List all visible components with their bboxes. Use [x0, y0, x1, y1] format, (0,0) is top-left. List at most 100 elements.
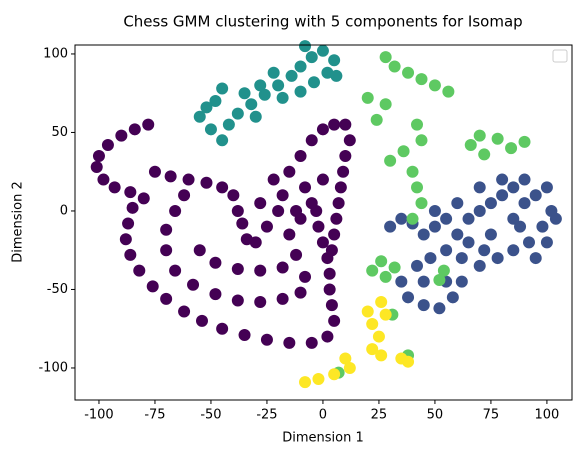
scatter-point: [316, 236, 329, 249]
scatter-point: [119, 233, 132, 246]
scatter-point: [254, 264, 267, 277]
scatter-point: [428, 79, 441, 92]
scatter-point: [240, 233, 253, 246]
scatter-point: [200, 176, 213, 189]
scatter-point: [325, 244, 338, 257]
scatter-point: [299, 40, 312, 53]
scatter-point: [254, 79, 267, 92]
scatter-point: [267, 173, 280, 186]
x-tick-label: 0: [319, 408, 327, 423]
scatter-point: [484, 197, 497, 210]
scatter-point: [375, 349, 388, 362]
scatter-point: [473, 129, 486, 142]
scatter-point: [307, 76, 320, 89]
scatter-point: [395, 275, 408, 288]
scatter-point: [433, 302, 446, 315]
scatter-point: [316, 44, 329, 57]
scatter-point: [294, 150, 307, 163]
scatter-point: [160, 244, 173, 257]
scatter-point: [451, 228, 464, 241]
scatter-point: [397, 145, 410, 158]
scatter-point: [312, 372, 325, 385]
scatter-point: [299, 376, 312, 389]
scatter-point: [522, 236, 535, 249]
scatter-point: [101, 139, 114, 152]
x-tick-label: 50: [427, 408, 444, 423]
scatter-point: [379, 270, 392, 283]
scatter-point: [182, 173, 195, 186]
scatter-point: [384, 154, 397, 167]
scatter-point: [160, 223, 173, 236]
scatter-point: [507, 212, 520, 225]
scatter-point: [276, 292, 289, 305]
scatter-point: [323, 283, 336, 296]
scatter-point: [505, 142, 518, 155]
scatter-point: [231, 107, 244, 120]
x-tick-label: -75: [144, 408, 165, 423]
scatter-point: [276, 261, 289, 274]
scatter-point: [361, 91, 374, 104]
scatter-point: [518, 135, 531, 148]
scatter-point: [209, 256, 222, 269]
scatter-point: [260, 220, 273, 233]
y-tick-label: -100: [38, 360, 68, 375]
scatter-point: [343, 134, 356, 147]
scatter-point: [294, 85, 307, 98]
scatter-point: [491, 252, 504, 265]
scatter-point: [549, 212, 562, 225]
scatter-point: [193, 110, 206, 123]
scatter-point: [440, 212, 453, 225]
scatter-point: [417, 275, 430, 288]
x-tick-label: 75: [483, 408, 500, 423]
scatter-point: [411, 118, 424, 131]
scatter-point: [260, 333, 273, 346]
scatter-point: [334, 181, 347, 194]
scatter-point: [216, 322, 229, 335]
y-tick-label: 50: [51, 125, 68, 140]
scatter-point: [428, 204, 441, 217]
scatter-point: [283, 336, 296, 349]
scatter-point: [323, 267, 336, 280]
scatter-point: [361, 305, 374, 318]
scatter-point: [339, 352, 352, 365]
scatter-point: [473, 259, 486, 272]
scatter-point: [455, 252, 468, 265]
scatter-point: [126, 201, 139, 214]
scatter-point: [227, 189, 240, 202]
scatter-point: [478, 244, 491, 257]
scatter-point: [148, 165, 161, 178]
scatter-point: [115, 129, 128, 142]
x-tick-label: -100: [84, 408, 114, 423]
scatter-point: [402, 355, 415, 368]
scatter-point: [216, 181, 229, 194]
scatter-point: [372, 330, 385, 343]
x-axis-label: Dimension 1: [282, 431, 364, 446]
scatter-point: [283, 165, 296, 178]
scatter-point: [330, 212, 343, 225]
scatter-point: [379, 308, 392, 321]
y-axis-label: Dimension 2: [11, 181, 26, 263]
plot-area: [90, 40, 562, 389]
scatter-point: [216, 82, 229, 95]
scatter-point: [249, 110, 262, 123]
scatter-point: [411, 181, 424, 194]
scatter-point: [305, 336, 318, 349]
scatter-point: [514, 220, 527, 233]
scatter-point: [536, 220, 549, 233]
y-tick-label: -50: [47, 282, 68, 297]
scatter-point: [90, 160, 103, 173]
scatter-point: [325, 299, 338, 312]
scatter-point: [133, 264, 146, 277]
legend-box: [552, 49, 568, 63]
scatter-point: [462, 212, 475, 225]
scatter-point: [507, 181, 520, 194]
scatter-point: [339, 118, 352, 131]
scatter-point: [388, 261, 401, 274]
scatter-point: [178, 189, 191, 202]
scatter-point: [337, 165, 350, 178]
scatter-point: [540, 236, 553, 249]
scatter-point: [388, 60, 401, 73]
scatter-point: [491, 132, 504, 145]
